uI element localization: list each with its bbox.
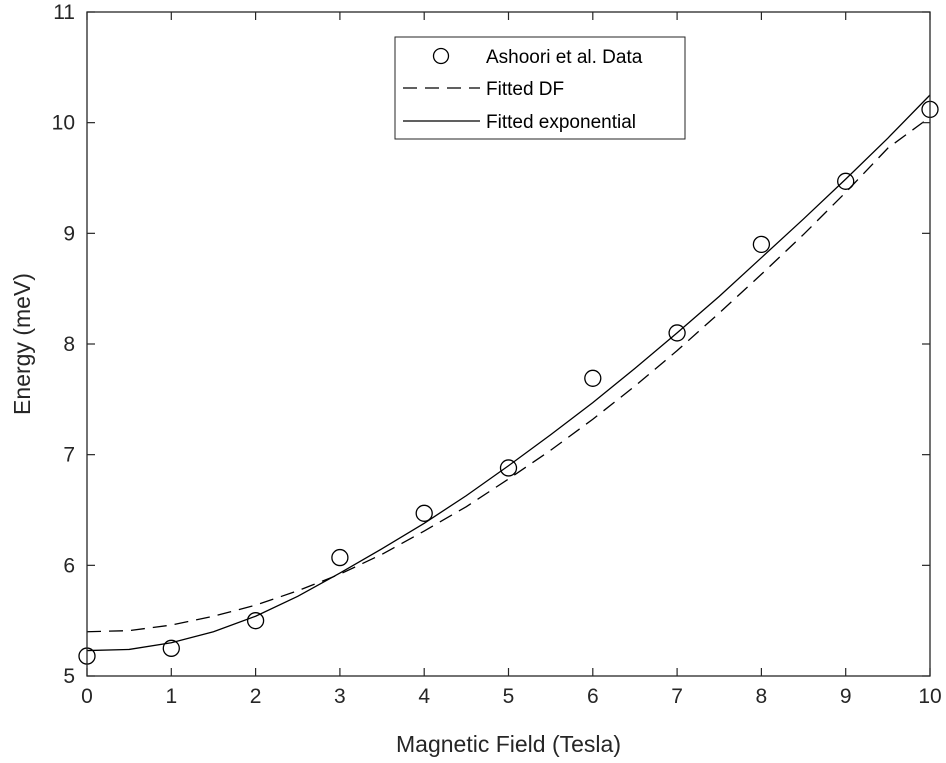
x-tick-label: 3	[334, 685, 346, 708]
legend-label-df: Fitted DF	[486, 79, 564, 100]
y-tick-label: 8	[63, 333, 75, 356]
x-tick-label: 4	[418, 685, 430, 708]
y-axis-label: Energy (meV)	[9, 273, 35, 415]
x-tick-label: 2	[250, 685, 262, 708]
y-tick-label: 11	[53, 1, 75, 24]
x-tick-label: 1	[165, 685, 177, 708]
x-tick-label: 8	[756, 685, 768, 708]
data-point	[415, 504, 433, 522]
x-tick-label: 6	[587, 685, 599, 708]
y-tick-label: 6	[63, 554, 75, 577]
x-tick-label: 5	[503, 685, 515, 708]
y-tick-label: 9	[63, 222, 75, 245]
data-point	[752, 235, 771, 254]
data-point	[499, 459, 518, 477]
ticks-layer: 0 1 2 3 4 5 6 7 8 9 10 5 6 7 8 9 10 11	[52, 1, 942, 708]
legend-marker-data	[432, 47, 450, 65]
y-tick-label: 10	[52, 112, 75, 135]
x-tick-label: 10	[918, 685, 941, 708]
data-point	[246, 612, 265, 630]
x-tick-label: 7	[671, 685, 683, 708]
data-point	[331, 548, 349, 567]
x-tick-label: 0	[81, 685, 93, 708]
legend-label-exp: Fitted exponential	[486, 112, 636, 133]
legend: Ashoori et al. Data Fitted DF Fitted exp…	[394, 36, 686, 140]
legend-box	[394, 36, 686, 140]
data-point	[584, 369, 602, 387]
legend-label-data: Ashoori et al. Data	[486, 47, 643, 68]
x-tick-label: 9	[840, 685, 852, 708]
fitted-exponential-line	[86, 94, 931, 652]
y-tick-label: 5	[63, 665, 75, 688]
data-point	[837, 172, 855, 190]
data-point	[162, 639, 180, 657]
y-tick-label: 7	[63, 444, 75, 467]
x-axis-label: Magnetic Field (Tesla)	[396, 731, 621, 757]
data-point	[668, 324, 686, 342]
fitted-df-line	[86, 116, 931, 633]
